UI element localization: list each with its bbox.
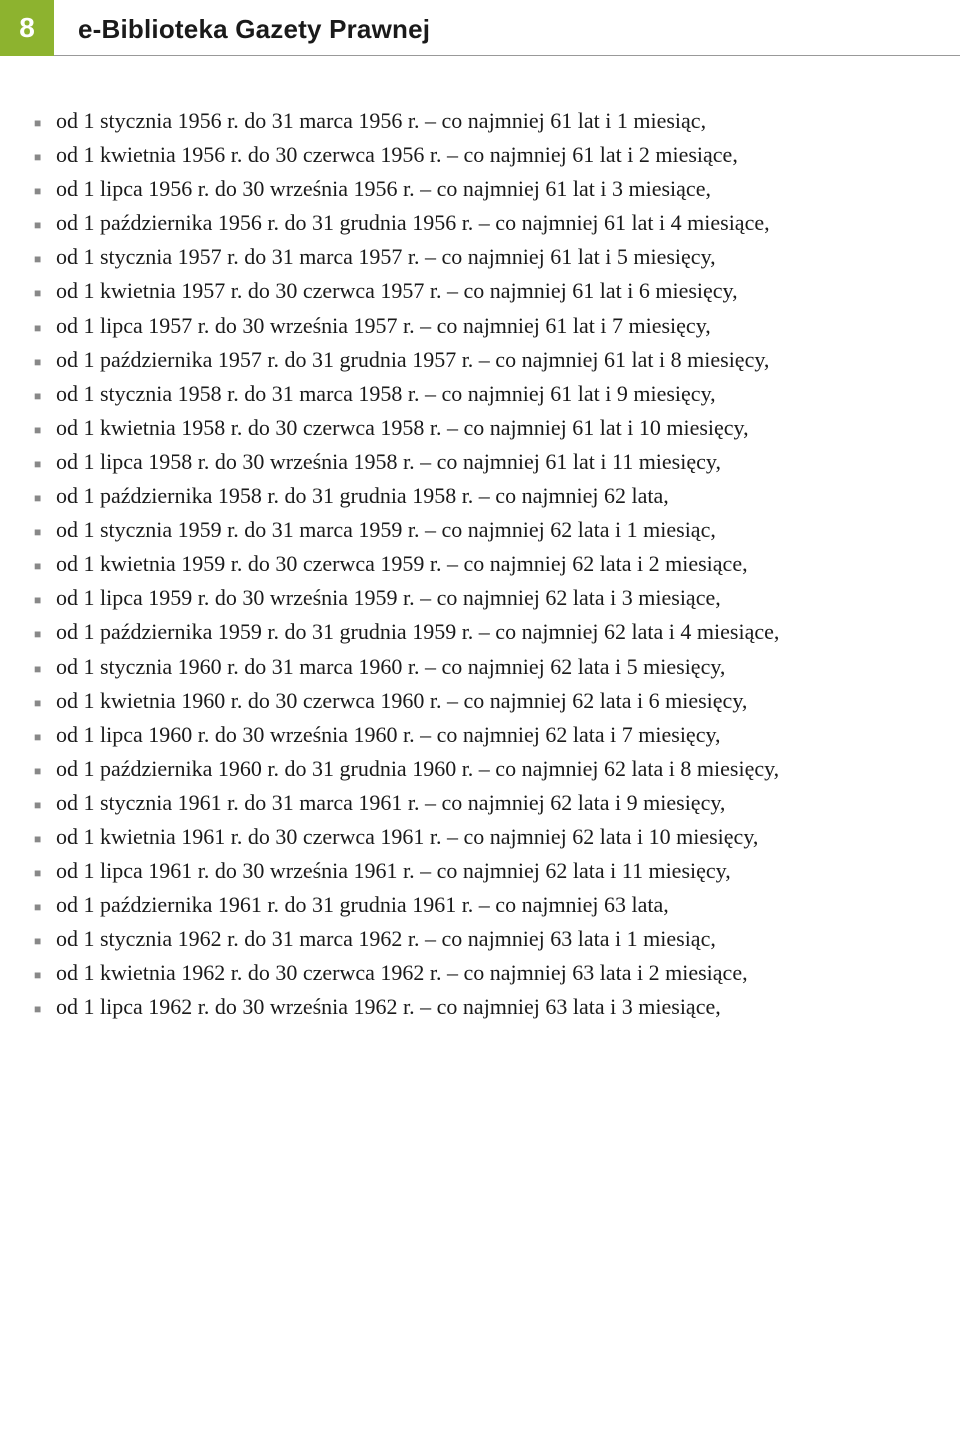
list-item: od 1 lipca 1957 r. do 30 września 1957 r… (56, 309, 922, 343)
list-item: od 1 października 1960 r. do 31 grudnia … (56, 752, 922, 786)
list-item: od 1 lipca 1961 r. do 30 września 1961 r… (56, 854, 922, 888)
list-item: od 1 kwietnia 1956 r. do 30 czerwca 1956… (56, 138, 922, 172)
page-header: 8 e-Biblioteka Gazety Prawnej (0, 0, 960, 56)
list-item: od 1 stycznia 1961 r. do 31 marca 1961 r… (56, 786, 922, 820)
list-item: od 1 października 1957 r. do 31 grudnia … (56, 343, 922, 377)
list-item: od 1 października 1958 r. do 31 grudnia … (56, 479, 922, 513)
list-item: od 1 kwietnia 1962 r. do 30 czerwca 1962… (56, 956, 922, 990)
page-number: 8 (0, 0, 54, 56)
list-item: od 1 stycznia 1960 r. do 31 marca 1960 r… (56, 650, 922, 684)
list-item: od 1 października 1959 r. do 31 grudnia … (56, 615, 922, 649)
list-item: od 1 lipca 1960 r. do 30 września 1960 r… (56, 718, 922, 752)
list-item: od 1 lipca 1959 r. do 30 września 1959 r… (56, 581, 922, 615)
list-item: od 1 kwietnia 1959 r. do 30 czerwca 1959… (56, 547, 922, 581)
list-item: od 1 lipca 1958 r. do 30 września 1958 r… (56, 445, 922, 479)
list-item: od 1 kwietnia 1960 r. do 30 czerwca 1960… (56, 684, 922, 718)
list-item: od 1 stycznia 1958 r. do 31 marca 1958 r… (56, 377, 922, 411)
list-item: od 1 października 1956 r. do 31 grudnia … (56, 206, 922, 240)
list-item: od 1 stycznia 1962 r. do 31 marca 1962 r… (56, 922, 922, 956)
list-item: od 1 kwietnia 1961 r. do 30 czerwca 1961… (56, 820, 922, 854)
content-body: od 1 stycznia 1956 r. do 31 marca 1956 r… (0, 104, 960, 1065)
list-item: od 1 kwietnia 1957 r. do 30 czerwca 1957… (56, 274, 922, 308)
list-item: od 1 stycznia 1957 r. do 31 marca 1957 r… (56, 240, 922, 274)
page-title: e-Biblioteka Gazety Prawnej (54, 0, 960, 56)
list-item: od 1 lipca 1962 r. do 30 września 1962 r… (56, 990, 922, 1024)
list-item: od 1 lipca 1956 r. do 30 września 1956 r… (56, 172, 922, 206)
list-item: od 1 stycznia 1956 r. do 31 marca 1956 r… (56, 104, 922, 138)
list-item: od 1 października 1961 r. do 31 grudnia … (56, 888, 922, 922)
list-item: od 1 stycznia 1959 r. do 31 marca 1959 r… (56, 513, 922, 547)
list-item: od 1 kwietnia 1958 r. do 30 czerwca 1958… (56, 411, 922, 445)
